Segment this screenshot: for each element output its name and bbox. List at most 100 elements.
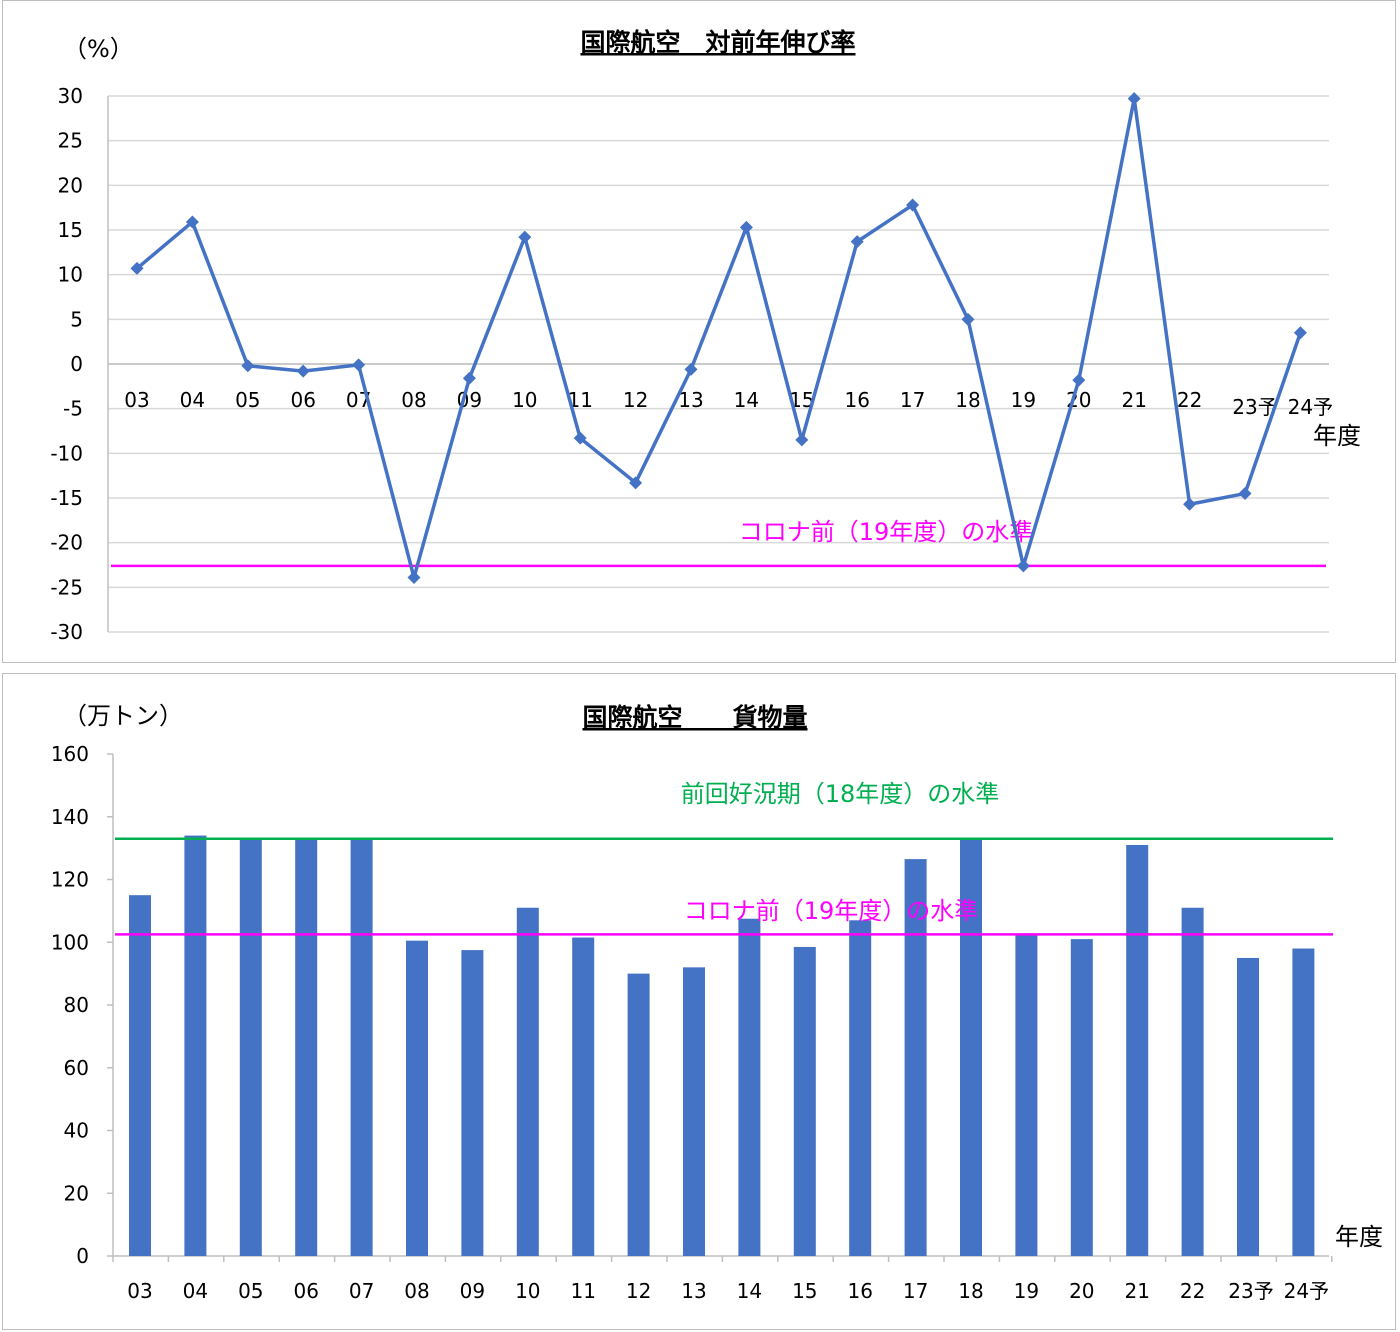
bar [683, 967, 705, 1256]
data-point-marker [684, 362, 698, 376]
x-tick-label: 15 [792, 1279, 817, 1303]
x-tick-label: 05 [238, 1279, 263, 1303]
bar [793, 946, 816, 1256]
x-tick-label: 19 [1014, 1279, 1039, 1303]
data-point-marker [241, 359, 255, 373]
x-tick-label: 21 [1124, 1279, 1149, 1303]
data-point-marker [1238, 487, 1252, 501]
x-tick-label: 14 [737, 1279, 762, 1303]
bar [960, 838, 982, 1256]
data-point-marker [850, 235, 864, 249]
reference-line-label: コロナ前（19年度）の水準 [739, 518, 1034, 546]
x-tick-label: 09 [460, 1279, 485, 1303]
x-tick-label: 23予 [1232, 395, 1277, 419]
data-point-marker [462, 371, 476, 385]
x-tick-label: 23予 [1228, 1279, 1273, 1303]
y-tick-label: 140 [51, 805, 89, 829]
x-axis-label: 年度 [1335, 1223, 1383, 1251]
data-point-marker [961, 312, 975, 326]
x-tick-label: 06 [290, 388, 315, 412]
growth-rate-chart: 国際航空 対前年伸び率（%）-30-25-20-15-10-5051015202… [50, 28, 1361, 644]
y-tick-label: 100 [51, 930, 89, 954]
bar [627, 973, 650, 1256]
bar [184, 835, 207, 1256]
y-tick-label: 5 [70, 307, 83, 331]
data-point-marker [1072, 373, 1086, 387]
y-tick-label: 20 [64, 1181, 89, 1205]
x-tick-label: 08 [404, 1279, 429, 1303]
data-point-marker [352, 358, 366, 372]
reference-line-label: コロナ前（19年度）の水準 [684, 897, 979, 925]
bar [572, 937, 595, 1256]
x-tick-label: 17 [900, 388, 925, 412]
x-tick-label: 13 [681, 1279, 706, 1303]
y-tick-label: 120 [51, 868, 89, 892]
x-tick-label: 16 [844, 388, 869, 412]
x-tick-label: 12 [623, 388, 648, 412]
data-point-marker [629, 476, 643, 490]
bar [1181, 907, 1204, 1256]
data-point-marker [296, 364, 310, 378]
data-point-marker [1016, 559, 1030, 573]
bar [461, 950, 484, 1256]
x-tick-label: 13 [678, 388, 703, 412]
bar [1015, 934, 1038, 1256]
data-point-marker [906, 198, 920, 212]
bar [849, 920, 872, 1256]
data-point-marker [1183, 497, 1197, 511]
reference-line-label: 前回好況期（18年度）の水準 [681, 780, 1000, 808]
y-tick-label: -30 [50, 620, 83, 644]
cargo-volume-chart: 国際航空 貨物量 （万トン） 0 20 40 60 80 100 120 140 160 03 04 05… [51, 702, 1383, 1303]
growth-rate-chart-panel: 国際航空 対前年伸び率 （%） -30 -25 -20 -15 -10 -5 0 5 10 15 20 2… [2, 0, 1396, 663]
x-tick-label: 14 [734, 388, 759, 412]
x-tick-label: 12 [626, 1279, 651, 1303]
y-tick-label: 0 [76, 1244, 89, 1268]
x-tick-label: 18 [958, 1279, 983, 1303]
y-tick-label: 25 [58, 129, 83, 153]
bar [904, 859, 927, 1256]
y-tick-label: 0 [70, 352, 83, 376]
x-tick-label: 21 [1121, 388, 1146, 412]
x-tick-label: 18 [955, 388, 980, 412]
y-tick-label: 30 [58, 84, 83, 108]
cargo-volume-chart-panel: 国際航空 貨物量 （万トン） 0 20 40 60 80 100 120 140 160 03 04 05… [2, 673, 1396, 1330]
y-axis-unit-label: （万トン） [63, 702, 183, 730]
bar [1070, 939, 1093, 1256]
x-tick-label: 07 [349, 1279, 374, 1303]
y-tick-label: 40 [64, 1119, 89, 1143]
bar [350, 838, 373, 1256]
data-point-marker [795, 433, 809, 447]
bar [1292, 948, 1315, 1256]
x-tick-label: 05 [235, 388, 260, 412]
data-point-marker [130, 261, 144, 275]
y-tick-label: -5 [63, 397, 83, 421]
bar [406, 940, 428, 1256]
x-tick-label: 24予 [1284, 1279, 1329, 1303]
x-tick-label: 08 [401, 388, 426, 412]
x-tick-label: 17 [903, 1279, 928, 1303]
x-tick-label: 10 [512, 388, 537, 412]
y-tick-label: -10 [50, 441, 83, 465]
y-axis-unit-label: （%） [63, 35, 134, 63]
y-tick-label: 20 [58, 173, 83, 197]
x-tick-label: 04 [180, 388, 205, 412]
data-point-marker [518, 230, 532, 244]
x-tick-label: 16 [847, 1279, 872, 1303]
x-tick-label: 24予 [1288, 395, 1333, 419]
data-point-marker [573, 431, 587, 445]
x-tick-label: 19 [1011, 388, 1036, 412]
data-point-marker [739, 220, 753, 234]
data-point-marker [407, 571, 421, 585]
y-tick-label: 10 [58, 263, 83, 287]
x-tick-label: 22 [1177, 388, 1202, 412]
data-point-marker [1127, 92, 1141, 106]
bar [516, 907, 539, 1256]
y-tick-label: -25 [50, 575, 83, 599]
data-point-marker [1293, 326, 1307, 340]
bar [738, 918, 761, 1256]
bar [129, 895, 151, 1256]
data-point-marker [185, 215, 199, 229]
x-tick-label: 03 [127, 1279, 152, 1303]
x-tick-label: 03 [124, 388, 149, 412]
bar [1237, 957, 1259, 1256]
